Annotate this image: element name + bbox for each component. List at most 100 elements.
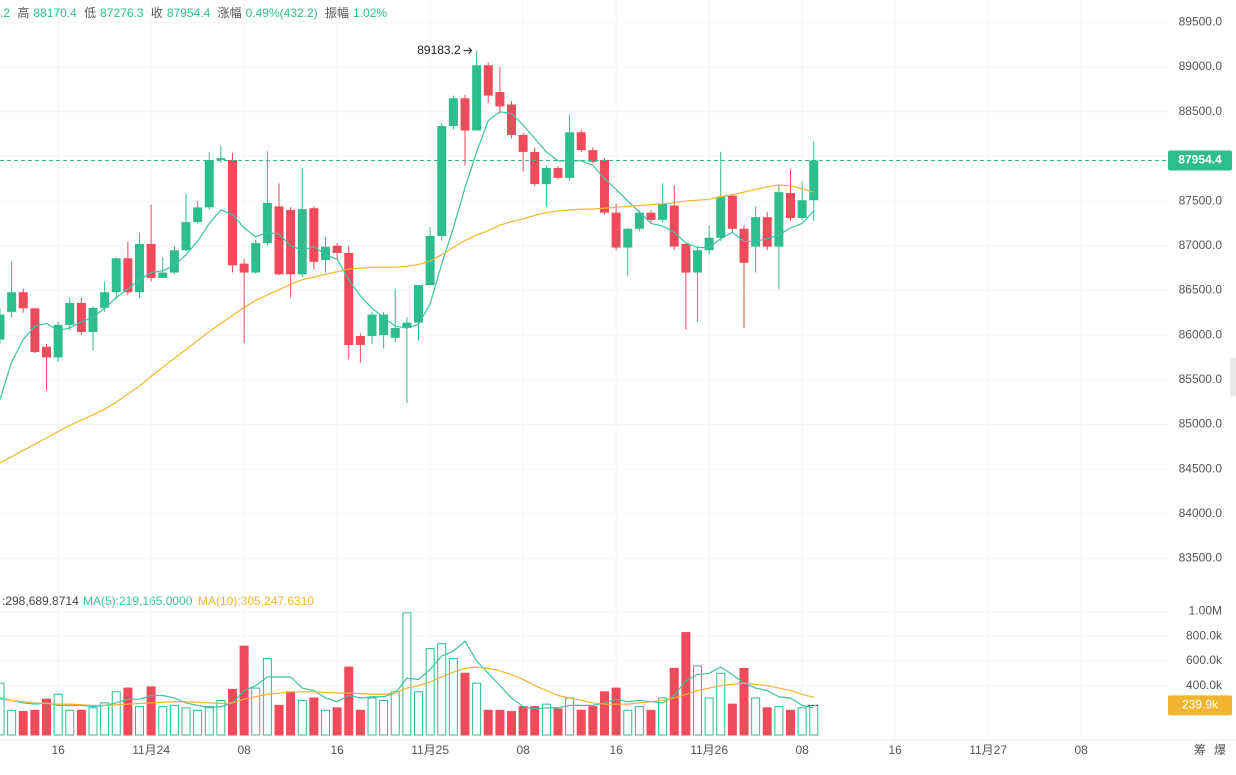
volume-bar xyxy=(390,691,400,736)
volume-bar xyxy=(204,706,214,736)
volume-bar xyxy=(541,703,551,736)
candle-body xyxy=(228,159,237,266)
candle-body xyxy=(762,217,772,247)
y-tick-label: 400.0k xyxy=(1186,678,1223,692)
candle-body xyxy=(344,252,354,345)
toolbar-item[interactable]: 爆 xyxy=(1214,743,1226,757)
y-tick-label: 88500.0 xyxy=(1179,104,1223,118)
candle-body xyxy=(460,98,470,131)
x-tick-label: 08 xyxy=(1074,743,1088,757)
candle-body xyxy=(181,222,191,251)
toolbar-item[interactable]: 筹 xyxy=(1194,743,1206,757)
x-tick-label: 11月26 xyxy=(690,743,728,757)
candle-body xyxy=(507,104,516,135)
candle-body xyxy=(414,285,423,323)
volume-bar xyxy=(693,665,702,736)
candle-body xyxy=(321,246,330,261)
max-arrow xyxy=(463,47,473,55)
candle-body xyxy=(193,207,203,223)
header-value: 88170.4 xyxy=(33,6,77,20)
volume-bar xyxy=(309,697,319,736)
header-label: 振幅 xyxy=(325,6,350,20)
candle-body xyxy=(727,195,737,229)
volume-bar xyxy=(437,643,447,736)
candle-body xyxy=(588,150,598,162)
side-handle[interactable] xyxy=(1230,358,1236,396)
candle-body xyxy=(332,245,342,253)
volume-bar xyxy=(797,707,807,736)
volume-ma-line xyxy=(0,640,814,710)
volume-bar xyxy=(483,709,493,736)
volume-bar xyxy=(88,707,98,736)
volume-bar xyxy=(658,697,668,736)
candle-body xyxy=(53,324,63,358)
volume-bar xyxy=(30,709,40,736)
x-tick-label: 16 xyxy=(330,743,344,757)
candle-body xyxy=(739,228,749,263)
ma-line xyxy=(0,111,815,400)
volume-bar xyxy=(286,691,296,736)
volume-bar xyxy=(600,691,609,736)
candle-body xyxy=(135,243,144,293)
volume-bar xyxy=(611,687,621,736)
ohlc-header: .2 高 88170.4 低 87276.3 收 87954.4 涨幅 0.49%(43… xyxy=(0,4,391,21)
volume-bar xyxy=(786,709,795,736)
volume-bar xyxy=(169,704,179,736)
volume-bar xyxy=(530,706,540,736)
volume-bar xyxy=(53,693,63,736)
volume-bar xyxy=(100,702,110,736)
header-value: 87276.3 xyxy=(100,6,144,20)
volume-bar xyxy=(344,666,354,736)
volume-bar xyxy=(669,667,679,736)
volume-bar xyxy=(76,709,86,736)
candle-body xyxy=(251,243,261,273)
candle-body xyxy=(565,132,575,178)
x-tick-label: 16 xyxy=(609,743,623,757)
candle-body xyxy=(530,151,540,185)
candle-body xyxy=(158,272,168,278)
y-tick-label: 89000.0 xyxy=(1179,59,1223,73)
x-tick-label: 11月25 xyxy=(411,743,449,757)
header-value: 1.02% xyxy=(353,6,388,20)
y-tick-label: 84500.0 xyxy=(1179,461,1223,475)
candle-body xyxy=(797,200,807,219)
candle-body xyxy=(30,308,40,353)
y-tick-label: 85000.0 xyxy=(1179,417,1223,431)
candle-body xyxy=(297,209,307,275)
candle-body xyxy=(76,302,86,333)
volume-bar xyxy=(135,706,144,736)
volume-bar xyxy=(367,697,377,736)
volume-bar xyxy=(704,697,714,736)
candle-body xyxy=(111,258,121,293)
candle-body xyxy=(100,292,110,308)
candle-body xyxy=(541,168,551,185)
candle-body xyxy=(286,210,296,275)
volume-bar xyxy=(588,706,598,736)
candle-body xyxy=(774,192,784,247)
volume-bar xyxy=(762,707,772,736)
x-tick-label: 16 xyxy=(888,743,902,757)
y-tick-label: 89500.0 xyxy=(1179,15,1223,29)
y-tick-label: 86000.0 xyxy=(1179,327,1223,341)
volume-bar xyxy=(321,709,330,736)
volume-bar xyxy=(65,709,75,736)
volume-bar xyxy=(472,682,482,736)
volume-bar xyxy=(18,711,28,736)
y-tick-label: 86500.0 xyxy=(1179,283,1223,297)
volume-bar xyxy=(576,709,586,736)
candle-body xyxy=(204,159,214,208)
volume-bar xyxy=(727,703,737,736)
candle-body xyxy=(402,322,412,328)
volume-bar xyxy=(634,706,644,736)
candle-body xyxy=(553,168,563,178)
volume-bar xyxy=(332,707,342,736)
volume-bar xyxy=(262,657,272,736)
candle-body xyxy=(634,212,644,229)
volume-bar xyxy=(181,707,191,736)
volume-bar xyxy=(216,699,226,736)
last-volume-label: 239.9k xyxy=(1182,698,1219,712)
header-text: .2 xyxy=(0,6,11,20)
y-tick-label: 83500.0 xyxy=(1179,551,1223,565)
last-volume-tag xyxy=(1168,695,1232,716)
y-tick-label: 87000.0 xyxy=(1179,238,1223,252)
